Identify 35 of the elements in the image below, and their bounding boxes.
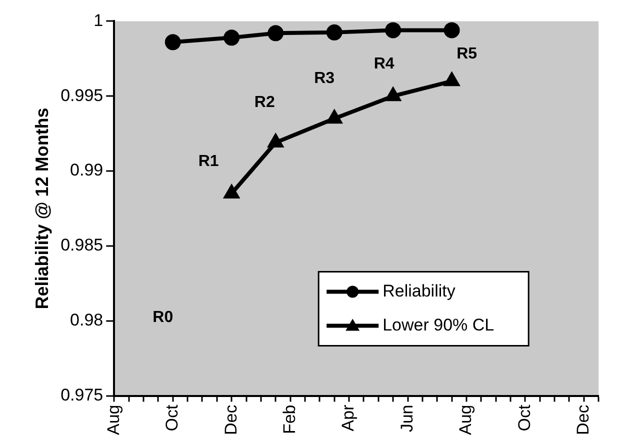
- annotation: R1: [198, 152, 219, 170]
- legend-label: Reliability: [382, 281, 456, 300]
- y-tick-label: 0.975: [60, 385, 104, 404]
- point: [385, 22, 402, 38]
- point: [386, 88, 400, 102]
- annotation: R0: [152, 309, 174, 326]
- x-tick-label: Apr: [338, 404, 358, 432]
- x-tick-label: Feb: [280, 404, 299, 434]
- legend-label: Lower 90% CL: [382, 315, 494, 334]
- point: [268, 134, 283, 148]
- y-tick-label: 0.995: [60, 86, 104, 105]
- x-tick-label: Dec: [221, 404, 240, 435]
- x-tick-label: Aug: [104, 404, 123, 435]
- point: [224, 185, 239, 198]
- point: [327, 110, 342, 124]
- y-axis-title: Reliability @ 12 Months: [32, 108, 52, 310]
- x-tick-label: Jun: [397, 404, 416, 432]
- y-tick-label: 0.99: [70, 160, 104, 180]
- annotation: R2: [254, 94, 275, 111]
- point: [164, 34, 181, 50]
- point: [444, 22, 460, 38]
- point: [326, 24, 342, 40]
- annotation: R5: [456, 46, 478, 63]
- x-tick-label: Oct: [162, 404, 182, 432]
- point: [268, 25, 284, 42]
- y-tick-label: 0.985: [60, 236, 104, 255]
- annotation: R3: [314, 70, 335, 87]
- y-tick-label: 1: [94, 10, 104, 30]
- x-tick-label: Dec: [574, 404, 593, 435]
- annotation: R4: [374, 56, 394, 73]
- point: [224, 30, 240, 46]
- y-tick-label: 0.98: [70, 310, 104, 330]
- point: [444, 73, 459, 86]
- x-tick-label: Oct: [514, 404, 534, 432]
- x-tick-label: Aug: [456, 404, 476, 435]
